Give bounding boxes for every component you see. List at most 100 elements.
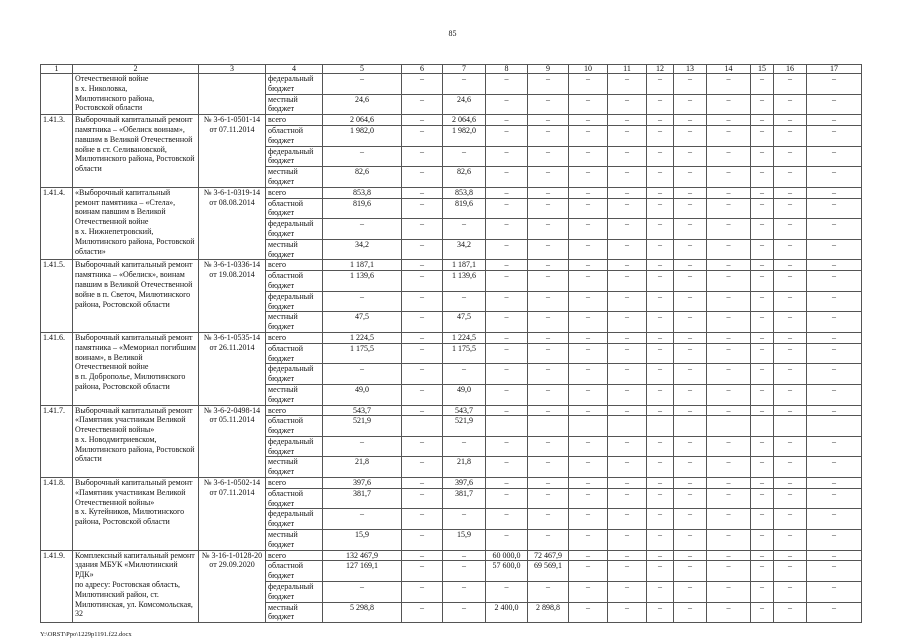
item-document: № 3-16-1-0128-20 от 29.09.2020 xyxy=(198,549,266,624)
value-cell: 853,8 xyxy=(322,186,402,199)
value-cell: – xyxy=(485,404,528,417)
value-cell: – xyxy=(442,218,486,240)
value-cell: – xyxy=(485,270,528,292)
value-cell: 24,6 xyxy=(322,93,402,116)
value-cell: – xyxy=(706,331,751,344)
value-cell: – xyxy=(750,145,774,168)
value-cell: – xyxy=(401,145,443,168)
value-cell: 21,8 xyxy=(442,456,486,479)
value-cell: – xyxy=(401,477,443,489)
value-cell: 1 187,1 xyxy=(322,259,402,272)
value-cell: – xyxy=(527,73,569,95)
value-cell: – xyxy=(750,238,774,261)
value-cell: – xyxy=(646,581,674,603)
table-row: 1.41.3. Выборочный капитальный ремонт пам… xyxy=(40,114,862,188)
value-cell: – xyxy=(750,529,774,551)
value-cell: – xyxy=(485,238,528,261)
value-cell: – xyxy=(607,560,647,583)
value-cell: – xyxy=(568,166,608,188)
item-document: № 3-6-1-0336-14 от 19.08.2014 xyxy=(198,259,266,333)
value-cell: – xyxy=(673,529,707,551)
table-row: федеральный бюджет – – – – – – – – – – – – – xyxy=(41,435,862,458)
value-cell: – xyxy=(806,456,862,479)
value-cell: 1 982,0 xyxy=(442,124,486,147)
value-cell: – xyxy=(806,114,862,126)
item-number xyxy=(40,72,73,116)
header-cell: 10 xyxy=(568,64,608,74)
value-cell: – xyxy=(401,529,443,551)
value-cell: – xyxy=(527,124,569,147)
value-cell: – xyxy=(750,404,774,417)
value-cell xyxy=(607,415,647,437)
value-cell: – xyxy=(568,435,608,458)
header-cell: 7 xyxy=(442,64,486,74)
header-cell: 13 xyxy=(673,64,707,74)
value-cell: – xyxy=(673,581,707,603)
value-cell: – xyxy=(706,560,751,583)
value-cell: – xyxy=(527,93,569,116)
value-cell: – xyxy=(607,601,647,624)
value-cell: – xyxy=(773,529,807,551)
value-cell: – xyxy=(673,549,707,562)
value-cell: 1 139,6 xyxy=(322,270,402,292)
value-cell: – xyxy=(806,601,862,624)
value-cell: – xyxy=(646,435,674,458)
table-row: местный бюджет 15,9–15,9– – – – – – – – – – xyxy=(41,529,862,551)
value-cell: – xyxy=(568,456,608,479)
table-row: 1.41.8. Выборочный капитальный ремонт «Па… xyxy=(40,477,862,551)
value-cell: 521,9 xyxy=(442,415,486,437)
value-cell: – xyxy=(485,259,528,272)
budget-type: всего xyxy=(265,259,323,272)
value-cell: – xyxy=(806,197,862,220)
value-cell: 1 175,5 xyxy=(322,342,402,365)
value-cell: – xyxy=(646,186,674,199)
value-cell: – xyxy=(750,456,774,479)
item-document: № 3-6-2-0498-14 от 05.11.2014 xyxy=(198,404,266,479)
value-cell: – xyxy=(646,601,674,624)
value-cell: 1 224,5 xyxy=(442,331,486,344)
table-row: 1.41.5. Выборочный капитальный ремонт пам… xyxy=(40,259,862,333)
value-cell: – xyxy=(527,342,569,365)
value-cell: – xyxy=(485,456,528,479)
header-cell: 2 xyxy=(72,64,199,74)
value-cell xyxy=(401,415,443,437)
item-document: № 3-6-1-0501-14 от 07.11.2014 xyxy=(198,114,266,188)
value-cell: – xyxy=(485,73,528,95)
value-cell: 1 224,5 xyxy=(322,331,402,344)
value-cell: – xyxy=(806,290,862,313)
item-name: Выборочный капитальный ремонт «Памятник … xyxy=(72,477,199,551)
table-row: федеральный бюджет – – – – – – – – – – – – – xyxy=(41,145,862,168)
value-cell: – xyxy=(773,290,807,313)
value-cell: – xyxy=(442,549,486,562)
value-cell: – xyxy=(401,124,443,147)
value-cell: – xyxy=(527,404,569,417)
table-row: федеральный бюджет – – – – – – – – – – – – – xyxy=(41,508,862,531)
value-cell: – xyxy=(646,166,674,188)
value-cell: 47,5 xyxy=(442,311,486,333)
value-cell: – xyxy=(527,529,569,551)
value-cell: – xyxy=(401,270,443,292)
value-cell: – xyxy=(401,114,443,126)
value-cell: – xyxy=(773,311,807,333)
budget-type: местный бюджет xyxy=(265,166,323,188)
value-cell: – xyxy=(773,435,807,458)
value-cell: – xyxy=(646,331,674,344)
value-cell: 57 600,0 xyxy=(485,560,528,583)
value-cell: – xyxy=(646,124,674,147)
value-cell: – xyxy=(607,93,647,116)
value-cell: – xyxy=(527,186,569,199)
value-cell: – xyxy=(527,487,569,510)
value-cell: – xyxy=(485,508,528,531)
value-cell: – xyxy=(568,124,608,147)
value-cell: – xyxy=(646,404,674,417)
item-number: 1.41.8. xyxy=(40,477,73,551)
value-cell: 381,7 xyxy=(322,487,402,510)
value-cell: – xyxy=(568,73,608,95)
value-cell: – xyxy=(673,383,707,406)
value-cell: – xyxy=(646,218,674,240)
value-cell: – xyxy=(673,93,707,116)
value-cell: – xyxy=(527,166,569,188)
value-cell: – xyxy=(646,73,674,95)
value-cell: – xyxy=(706,404,751,417)
value-cell: – xyxy=(673,218,707,240)
